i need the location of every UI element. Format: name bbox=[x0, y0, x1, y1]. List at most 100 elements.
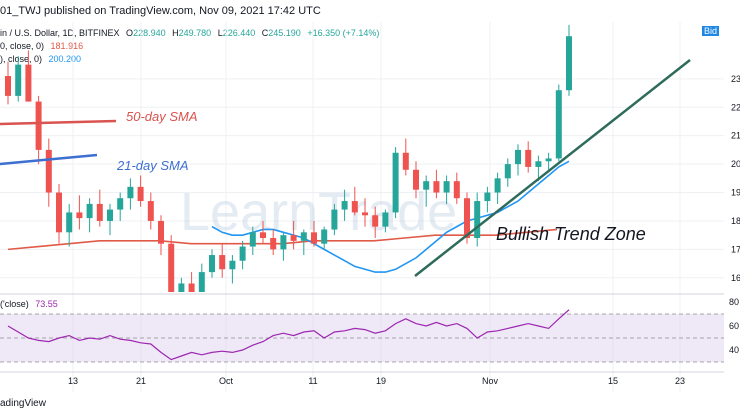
candle-body-50 bbox=[515, 149, 521, 165]
candle-body-15 bbox=[158, 220, 164, 244]
price-tick-label-0: 23 bbox=[731, 74, 740, 84]
price-tick-label-1: 22 bbox=[731, 102, 740, 112]
rsi-tick-label-0: 80 bbox=[729, 297, 739, 307]
rsi-pane bbox=[0, 293, 724, 363]
candle-body-37 bbox=[382, 212, 389, 227]
candle-body-42 bbox=[433, 181, 440, 193]
candle-body-12 bbox=[127, 186, 134, 199]
sma21-pointer-arrow bbox=[0, 153, 98, 166]
candle-body-14 bbox=[147, 201, 154, 221]
candle-body-31 bbox=[321, 229, 328, 244]
sma21-annotation: 21-day SMA bbox=[116, 158, 189, 173]
candle-body-53 bbox=[545, 158, 552, 162]
time-tick-label-7: 23 bbox=[675, 376, 685, 386]
candle-body-16 bbox=[168, 243, 175, 292]
symbol-name[interactable]: in / U.S. Dollar, 1D, BITFINEX bbox=[0, 28, 120, 38]
candle-body-5 bbox=[56, 192, 62, 233]
candle-body-24 bbox=[249, 232, 256, 247]
candle-body-32 bbox=[331, 209, 338, 230]
symbol-legend: in / U.S. Dollar, 1D, BITFINEX O228.940 … bbox=[0, 28, 387, 38]
candle-body-29 bbox=[300, 232, 307, 241]
candle-body-55 bbox=[566, 36, 572, 91]
candle-body-28 bbox=[290, 235, 297, 241]
candle-body-8 bbox=[86, 203, 93, 219]
rsi-label: ('close) bbox=[0, 299, 29, 309]
rsi-line bbox=[7, 309, 570, 361]
candle-body-49 bbox=[504, 164, 511, 179]
time-tick-label-4: 19 bbox=[376, 376, 386, 386]
candle-body-20 bbox=[209, 255, 215, 273]
candle-body-34 bbox=[351, 201, 358, 213]
candle-body-45 bbox=[464, 198, 470, 238]
candle-body-39 bbox=[402, 152, 409, 170]
candle-body-22 bbox=[229, 260, 236, 270]
price-tick-label-3: 20 bbox=[731, 159, 740, 169]
time-tick-label-0: 13 bbox=[68, 376, 78, 386]
bid-badge: Bid bbox=[702, 26, 720, 36]
trend-zone-annotation: Bullish Trend Zone bbox=[496, 224, 646, 244]
trend-line[interactable] bbox=[414, 59, 691, 277]
candle-body-36 bbox=[372, 215, 379, 227]
candle-body-48 bbox=[494, 178, 501, 193]
ma1-legend[interactable]: 0, close, 0) 181.916 bbox=[0, 41, 87, 51]
time-tick-label-1: 21 bbox=[136, 376, 146, 386]
time-tick-label-5: Nov bbox=[482, 376, 499, 386]
price-tick-label-6: 17 bbox=[731, 244, 740, 254]
sma50-annotation: 50-day SMA bbox=[126, 109, 198, 124]
candle-body-43 bbox=[443, 181, 450, 193]
price-tick-label-2: 21 bbox=[731, 131, 740, 141]
price-axis bbox=[724, 22, 740, 392]
candle-body-1 bbox=[15, 64, 22, 96]
candle-body-23 bbox=[239, 246, 246, 261]
price-tick-label-5: 18 bbox=[731, 216, 740, 226]
candle-body-2 bbox=[25, 64, 32, 102]
candle-body-10 bbox=[107, 209, 113, 221]
candle-body-9 bbox=[96, 203, 103, 221]
candle-body-38 bbox=[392, 152, 399, 213]
horizontal-grid bbox=[0, 78, 724, 279]
candlesticks bbox=[5, 24, 572, 292]
candle-body-40 bbox=[413, 169, 419, 190]
candle-body-27 bbox=[280, 235, 287, 250]
candle-body-0 bbox=[5, 76, 11, 96]
rsi-tick-label-1: 60 bbox=[729, 321, 739, 331]
chart-header: 01_TWJ published on TradingView.com, Nov… bbox=[0, 0, 740, 22]
candle-body-6 bbox=[66, 212, 73, 233]
candle-body-17 bbox=[178, 283, 185, 292]
candle-body-46 bbox=[474, 201, 481, 238]
candle-body-18 bbox=[188, 283, 195, 292]
time-axis: 13 21 Oct 11 19 Nov 15 23 bbox=[0, 371, 724, 386]
candle-body-7 bbox=[76, 212, 83, 219]
watermark: LearnTrade bbox=[180, 182, 457, 242]
candle-body-25 bbox=[260, 232, 266, 238]
candle-body-51 bbox=[525, 149, 532, 167]
ma1-value: 181.916 bbox=[50, 41, 84, 51]
candle-body-54 bbox=[555, 90, 562, 159]
author-line: 01_TWJ published on TradingView.com, Nov… bbox=[0, 5, 321, 17]
candle-body-11 bbox=[117, 198, 124, 210]
candle-body-21 bbox=[219, 255, 226, 270]
rsi-value: 73.55 bbox=[35, 299, 58, 309]
sma21-path bbox=[211, 160, 570, 273]
candle-body-35 bbox=[362, 212, 368, 216]
rsi-legend[interactable]: ('close) 73.55 bbox=[0, 299, 62, 309]
candle-body-52 bbox=[535, 161, 542, 167]
ma2-value: 200.200 bbox=[48, 54, 82, 64]
candle-body-26 bbox=[270, 238, 277, 250]
candle-body-33 bbox=[341, 201, 348, 210]
time-tick-label-6: 15 bbox=[608, 376, 618, 386]
price-ticks: 23 22 21 20 19 18 17 16 bbox=[731, 74, 740, 283]
tradingview-brand: adingView bbox=[0, 398, 46, 409]
ma1-label: 0, close, 0) bbox=[0, 41, 45, 51]
sma50-pointer-arrow bbox=[0, 119, 117, 126]
price-tick-label-7: 16 bbox=[731, 273, 740, 283]
candle-body-44 bbox=[453, 181, 460, 199]
candle-body-47 bbox=[484, 192, 491, 202]
candle-body-19 bbox=[198, 272, 205, 292]
rsi-ticks: 80 60 40 bbox=[729, 297, 739, 355]
ma2-legend[interactable]: ), close, 0) 200.200 bbox=[0, 54, 85, 64]
candle-body-4 bbox=[45, 149, 52, 193]
candle-body-3 bbox=[35, 101, 42, 150]
price-tick-label-4: 19 bbox=[731, 188, 740, 198]
